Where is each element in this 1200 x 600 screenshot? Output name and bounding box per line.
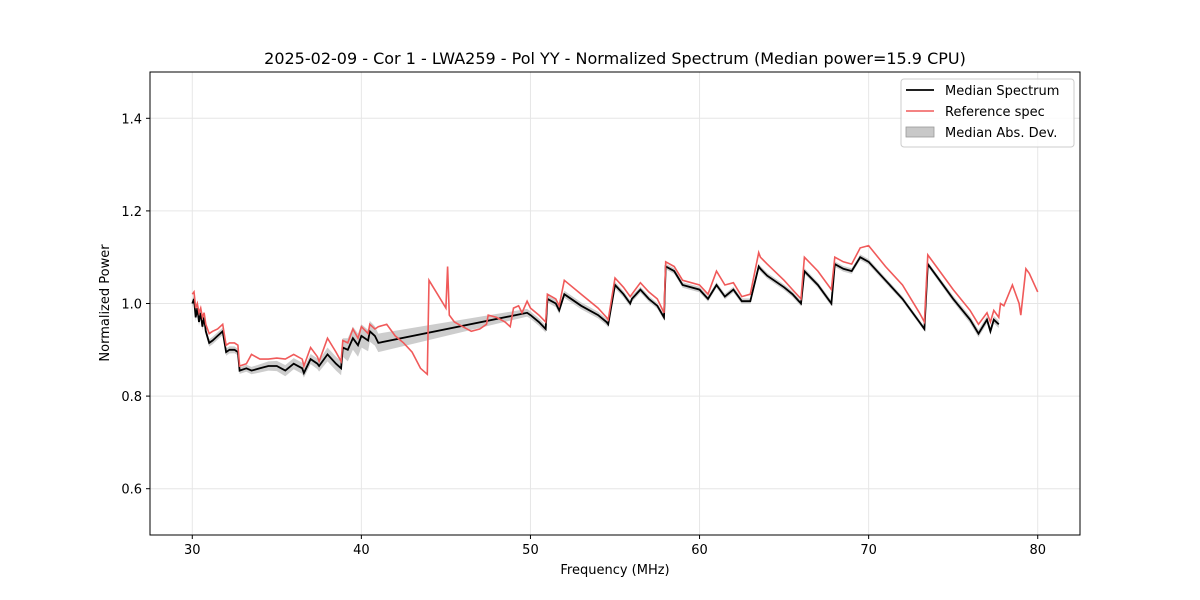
legend-reference-label: Reference spec: [945, 105, 1045, 120]
y-tick-label: 0.8: [121, 390, 142, 405]
x-tick-label: 60: [691, 543, 708, 558]
plot-area: [191, 244, 1039, 378]
y-axis: 0.6 0.8 1.0 1.2 1.4: [121, 112, 150, 498]
y-tick-label: 1.2: [121, 205, 142, 220]
legend: Median Spectrum Reference spec Median Ab…: [900, 78, 1075, 148]
x-axis-label: Frequency (MHz): [560, 563, 669, 578]
y-axis-label: Normalized Power: [98, 244, 113, 362]
legend-median-label: Median Spectrum: [945, 84, 1059, 99]
mad-band: [192, 254, 999, 378]
x-tick-label: 50: [522, 543, 539, 558]
chart-title: 2025-02-09 - Cor 1 - LWA259 - Pol YY - N…: [264, 49, 966, 68]
legend-mad-label: Median Abs. Dev.: [945, 126, 1057, 141]
x-tick-label: 80: [1029, 543, 1046, 558]
legend-mad-swatch: [905, 126, 935, 138]
y-tick-label: 1.4: [121, 112, 142, 127]
y-tick-label: 0.6: [121, 483, 142, 498]
y-tick-label: 1.0: [121, 298, 142, 313]
x-axis: 30 40 50 60 70 80: [184, 535, 1046, 558]
x-tick-label: 40: [353, 543, 370, 558]
x-tick-label: 30: [184, 543, 201, 558]
x-tick-label: 70: [860, 543, 877, 558]
reference-spec-line: [191, 244, 1039, 377]
legend-box: [900, 78, 1075, 148]
